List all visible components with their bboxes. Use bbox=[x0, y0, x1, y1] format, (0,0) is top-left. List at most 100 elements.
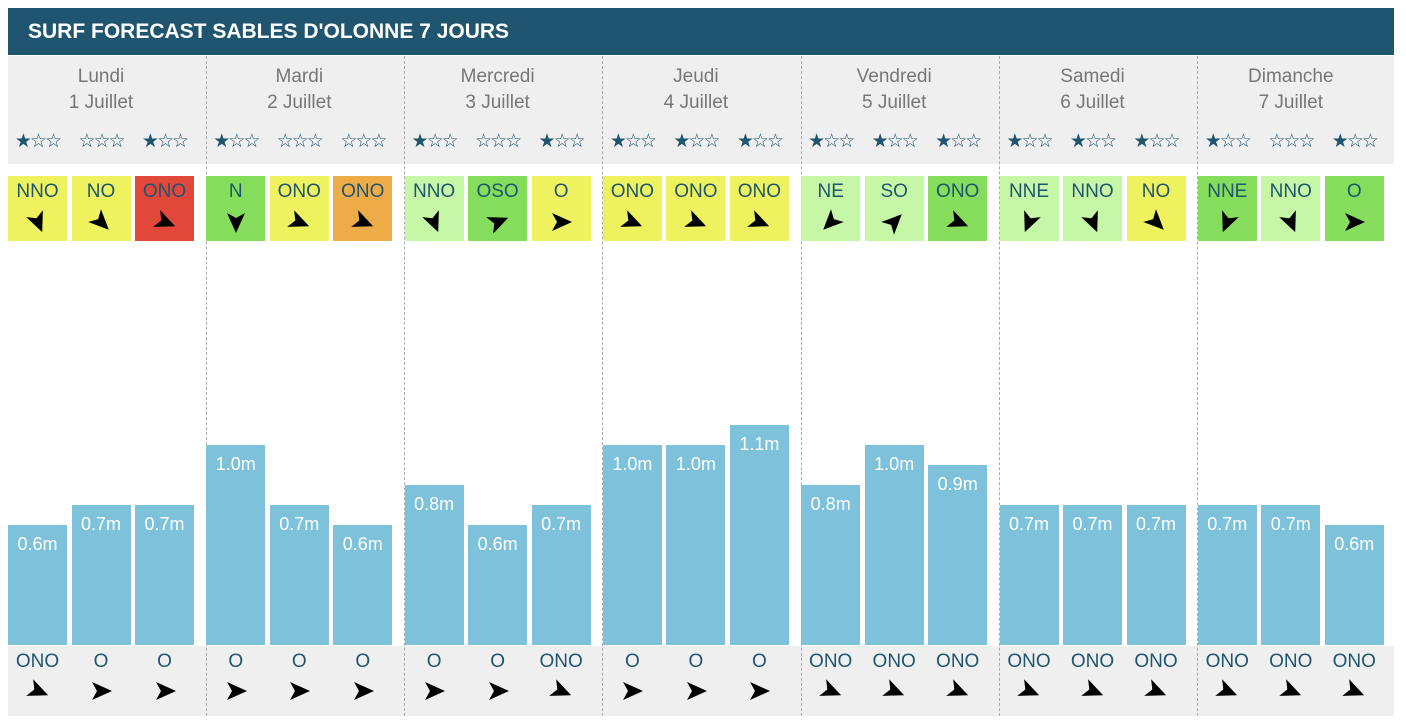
star: ☆ bbox=[901, 131, 919, 152]
star: ★ bbox=[1331, 131, 1349, 152]
wave-bar: 0.7m bbox=[531, 505, 591, 645]
wind-arrow bbox=[1080, 210, 1098, 233]
star: ☆ bbox=[45, 131, 62, 152]
wind-box: NNO bbox=[404, 176, 464, 241]
day-name: Mercredi bbox=[460, 66, 535, 87]
wind-box: NO bbox=[71, 176, 131, 241]
star-rating: ★☆☆ bbox=[1325, 130, 1384, 153]
star-rating: ☆☆☆ bbox=[270, 130, 329, 153]
star: ☆ bbox=[490, 131, 507, 152]
swell-direction: ONO bbox=[809, 651, 853, 672]
swell-arrow-holder bbox=[1198, 678, 1257, 704]
star: ☆ bbox=[156, 131, 174, 152]
star: ☆ bbox=[1100, 131, 1117, 152]
star: ☆ bbox=[1219, 131, 1237, 152]
star: ☆ bbox=[639, 131, 657, 152]
swell-arrow bbox=[1017, 679, 1040, 696]
swell-direction: O bbox=[228, 651, 244, 672]
swell-arrow-holder bbox=[72, 678, 131, 704]
swell-direction: ONO bbox=[1269, 651, 1313, 672]
swell-direction: ONO bbox=[1007, 651, 1051, 672]
wind-direction: ONO bbox=[936, 181, 980, 202]
star-rating: ★☆☆ bbox=[532, 130, 591, 153]
swell-direction: O bbox=[426, 651, 442, 672]
wind-box: SO bbox=[864, 176, 924, 241]
star: ☆ bbox=[78, 131, 95, 152]
star: ☆ bbox=[766, 131, 784, 152]
swell-arrow bbox=[549, 679, 572, 696]
wave-label: 0.7m bbox=[1207, 514, 1248, 534]
wave-bar: 0.6m bbox=[1324, 525, 1384, 645]
swell-arrow bbox=[945, 679, 968, 696]
star: ☆ bbox=[1298, 131, 1315, 152]
swell-direction: ONO bbox=[15, 651, 60, 672]
wind-box: NNE bbox=[999, 176, 1059, 241]
star-rating: ★☆☆ bbox=[1198, 130, 1257, 153]
wave-bar: 0.7m bbox=[71, 505, 131, 645]
wind-direction: NO bbox=[1141, 181, 1171, 202]
swell-arrow bbox=[750, 682, 771, 700]
day-name: Samedi bbox=[1060, 66, 1125, 87]
wind-arrow bbox=[552, 213, 573, 231]
swell-arrow-holder bbox=[270, 678, 329, 704]
wind-box: NNE bbox=[1197, 176, 1257, 241]
day-name: Dimanche bbox=[1248, 66, 1334, 87]
star-rating: ★☆☆ bbox=[1000, 130, 1059, 153]
wind-arrow bbox=[945, 210, 968, 227]
wave-label: 0.6m bbox=[17, 534, 58, 554]
swell-arrow-holder bbox=[1000, 678, 1059, 704]
star: ☆ bbox=[172, 131, 189, 152]
swell-arrow bbox=[353, 682, 374, 700]
star: ★ bbox=[736, 131, 754, 152]
star: ★ bbox=[14, 131, 32, 152]
wind-box: O bbox=[531, 176, 591, 241]
wave-bar: 1.0m bbox=[864, 445, 924, 645]
swell-arrow-holder bbox=[135, 678, 194, 704]
wave-bar: 0.9m bbox=[928, 465, 988, 645]
wave-label: 0.8m bbox=[810, 494, 851, 514]
star: ☆ bbox=[703, 131, 720, 152]
wind-arrow bbox=[1345, 213, 1366, 231]
wave-bar: 0.7m bbox=[999, 505, 1059, 645]
swell-arrow bbox=[1080, 679, 1103, 696]
day-name: Jeudi bbox=[673, 66, 719, 87]
star: ☆ bbox=[688, 131, 705, 152]
star: ☆ bbox=[1036, 131, 1054, 152]
swell-arrow-holder bbox=[865, 678, 924, 704]
star: ☆ bbox=[568, 131, 586, 152]
swell-arrow bbox=[425, 682, 446, 700]
star: ☆ bbox=[475, 131, 492, 152]
wave-bar: 0.6m bbox=[333, 525, 393, 645]
wind-box: ONO bbox=[666, 176, 726, 241]
wave-bar: 0.8m bbox=[404, 485, 464, 645]
wave-label: 0.6m bbox=[477, 534, 518, 554]
wave-label: 0.7m bbox=[80, 514, 122, 534]
swell-arrow-holder bbox=[928, 678, 987, 704]
wind-direction: ONO bbox=[737, 181, 782, 202]
star: ☆ bbox=[1084, 131, 1102, 152]
wind-arrow bbox=[1143, 209, 1164, 230]
wind-arrow bbox=[226, 213, 245, 233]
swell-arrow-holder bbox=[666, 678, 725, 704]
swell-arrow-holder bbox=[1063, 678, 1122, 704]
swell-arrow-holder bbox=[1325, 678, 1384, 704]
wave-label: 0.6m bbox=[342, 534, 383, 554]
star: ★ bbox=[1204, 131, 1222, 152]
wind-box: O bbox=[1324, 176, 1384, 241]
star: ☆ bbox=[1021, 131, 1038, 152]
swell-direction: ONO bbox=[1332, 651, 1376, 672]
star-rating: ★☆☆ bbox=[666, 130, 725, 153]
star: ★ bbox=[411, 131, 429, 152]
swell-arrow bbox=[226, 682, 247, 700]
swell-direction: ONO bbox=[1134, 651, 1178, 672]
star: ☆ bbox=[823, 131, 840, 152]
swell-arrow bbox=[25, 679, 48, 696]
day-separator bbox=[999, 56, 1000, 716]
wave-label: 0.7m bbox=[541, 514, 582, 534]
star: ★ bbox=[935, 131, 952, 152]
swell-arrow bbox=[623, 682, 644, 700]
star-rating: ★☆☆ bbox=[801, 130, 860, 153]
star-rating: ★☆☆ bbox=[1127, 130, 1186, 153]
star: ☆ bbox=[291, 131, 309, 152]
wind-box: ONO bbox=[269, 176, 329, 241]
